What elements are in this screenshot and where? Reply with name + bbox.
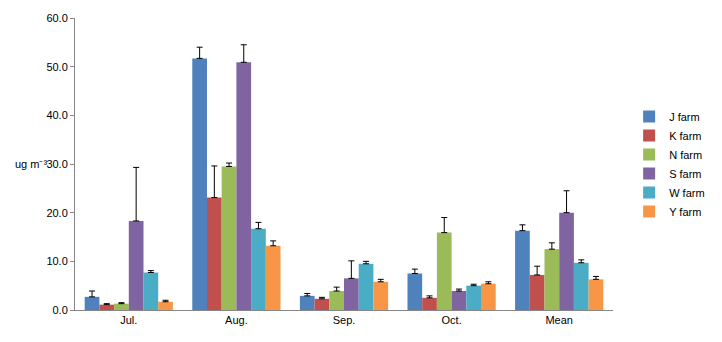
svg-text:Sep.: Sep.	[333, 314, 356, 326]
svg-text:50.0: 50.0	[46, 61, 67, 73]
svg-text:Aug.: Aug.	[225, 314, 248, 326]
svg-text:30.0: 30.0	[46, 158, 67, 170]
svg-text:K farm: K farm	[669, 130, 701, 142]
svg-text:S farm: S farm	[669, 168, 701, 180]
svg-text:60.0: 60.0	[46, 12, 67, 24]
svg-text:10.0: 10.0	[46, 255, 67, 267]
svg-text:Jul.: Jul.	[120, 314, 137, 326]
svg-text:Oct.: Oct.	[442, 314, 462, 326]
svg-text:ug m⁻³: ug m⁻³	[15, 158, 47, 170]
svg-text:40.0: 40.0	[46, 109, 67, 121]
svg-text:20.0: 20.0	[46, 207, 67, 219]
svg-text:Mean: Mean	[545, 314, 573, 326]
svg-text:Y farm: Y farm	[669, 206, 701, 218]
svg-text:W farm: W farm	[669, 187, 704, 199]
svg-text:J farm: J farm	[669, 111, 700, 123]
svg-text:0.0: 0.0	[53, 304, 68, 316]
svg-text:N farm: N farm	[669, 149, 702, 161]
